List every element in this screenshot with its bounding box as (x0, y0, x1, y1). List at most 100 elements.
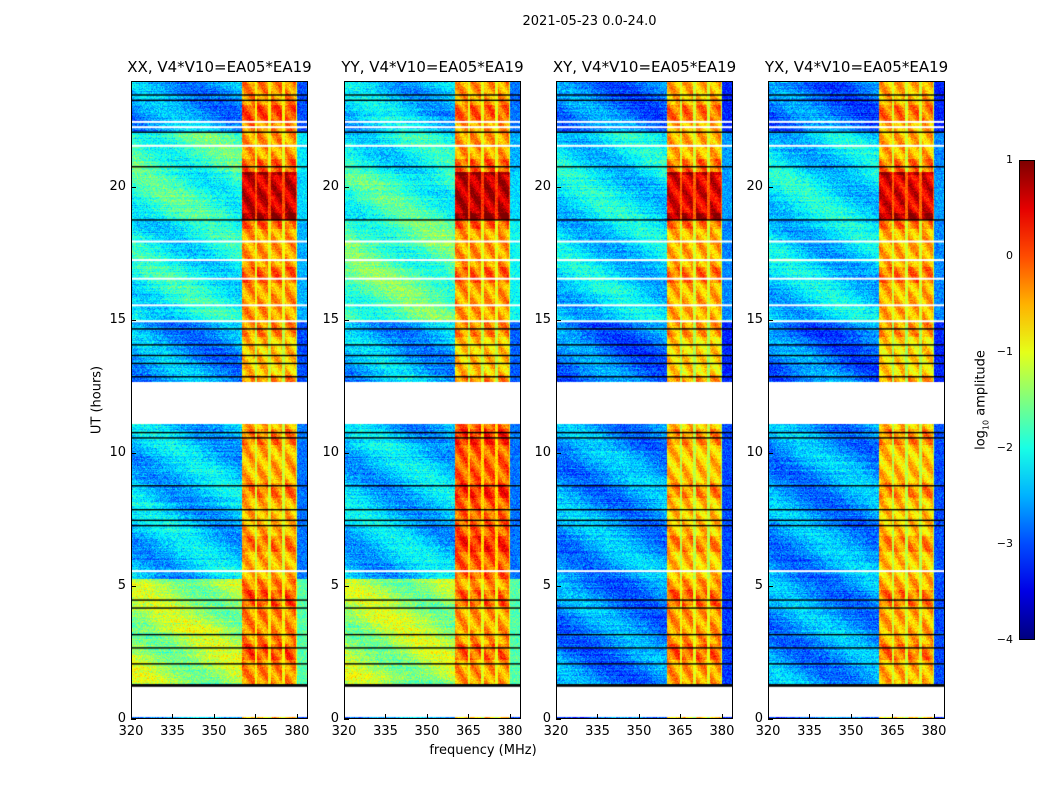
x-tick-label: 350 (626, 724, 652, 739)
x-tick-label: 320 (543, 724, 569, 739)
y-tick-label: 20 (109, 179, 126, 195)
panel-title-0: XX, V4*V10=EA05*EA19 (127, 58, 312, 76)
y-tick-mark (768, 719, 773, 720)
y-tick-mark (131, 453, 136, 455)
x-tick-mark (933, 714, 935, 719)
y-tick-mark (131, 320, 136, 322)
y-tick-label: 5 (542, 578, 551, 594)
heatmap-canvas-2 (557, 82, 732, 718)
y-tick-mark (556, 187, 561, 189)
panel-title-2: XY, V4*V10=EA05*EA19 (552, 58, 737, 76)
x-tick-mark (385, 714, 387, 719)
colorbar-label: log10 amplitude (973, 350, 991, 450)
x-tick-label: 320 (118, 724, 144, 739)
panel-title-1: YY, V4*V10=EA05*EA19 (341, 58, 524, 76)
x-tick-mark (468, 714, 470, 719)
y-tick-mark (344, 719, 349, 720)
y-tick-mark (344, 453, 349, 455)
x-tick-label: 380 (497, 724, 523, 739)
y-tick-label: 15 (109, 312, 126, 328)
x-tick-mark (509, 714, 511, 719)
heatmap-canvas-1 (345, 82, 520, 718)
x-tick-label: 380 (709, 724, 735, 739)
y-tick-label: 10 (534, 445, 551, 461)
colorbar-tick-label: 1 (1006, 153, 1013, 166)
y-tick-label: 15 (746, 312, 763, 328)
y-tick-label: 15 (322, 312, 339, 328)
x-tick-mark (172, 714, 174, 719)
x-tick-label: 335 (797, 724, 822, 739)
x-tick-label: 350 (414, 724, 440, 739)
x-tick-label: 365 (880, 724, 905, 739)
y-tick-label: 10 (109, 445, 126, 461)
x-tick-label: 335 (160, 724, 185, 739)
y-tick-label: 20 (746, 179, 763, 195)
spectrogram-panel-2 (556, 81, 733, 719)
heatmap-canvas-3 (769, 82, 944, 718)
x-tick-label: 365 (243, 724, 268, 739)
y-tick-label: 0 (754, 711, 763, 726)
x-tick-mark (768, 714, 769, 719)
y-axis-label: UT (hours) (89, 365, 105, 435)
x-tick-mark (344, 714, 345, 719)
x-tick-mark (638, 714, 640, 719)
y-tick-label: 0 (330, 711, 339, 726)
colorbar-tick-label: 0 (1006, 249, 1013, 262)
x-tick-mark (721, 714, 723, 719)
x-tick-label: 380 (284, 724, 310, 739)
y-tick-mark (344, 187, 349, 189)
y-tick-label: 10 (322, 445, 339, 461)
y-tick-label: 5 (117, 578, 126, 594)
y-tick-mark (768, 320, 773, 322)
y-tick-mark (556, 453, 561, 455)
y-tick-mark (768, 187, 773, 189)
x-tick-label: 350 (201, 724, 227, 739)
x-tick-mark (556, 714, 557, 719)
y-tick-mark (131, 586, 136, 588)
figure-title: 2021-05-23 0.0-24.0 (522, 14, 657, 29)
y-tick-label: 0 (117, 711, 126, 726)
colorbar-tick-label: −2 (996, 441, 1013, 454)
y-tick-label: 0 (542, 711, 551, 726)
x-tick-label: 335 (585, 724, 610, 739)
spectrogram-panel-3 (768, 81, 945, 719)
y-tick-mark (131, 719, 136, 720)
y-tick-label: 15 (534, 312, 551, 328)
x-tick-label: 365 (668, 724, 693, 739)
x-tick-label: 335 (373, 724, 398, 739)
heatmap-canvas-0 (132, 82, 307, 718)
x-tick-mark (213, 714, 215, 719)
x-axis-label: frequency (MHz) (429, 743, 537, 758)
colorbar (1019, 160, 1035, 640)
colorbar-tick-label: −3 (996, 537, 1013, 550)
y-tick-label: 10 (746, 445, 763, 461)
x-tick-label: 380 (921, 724, 947, 739)
y-tick-mark (131, 187, 136, 189)
x-tick-mark (892, 714, 894, 719)
y-tick-label: 20 (534, 179, 551, 195)
x-tick-mark (296, 714, 298, 719)
x-tick-label: 320 (755, 724, 781, 739)
y-tick-mark (556, 320, 561, 322)
y-tick-label: 20 (322, 179, 339, 195)
colorbar-tick-label: −4 (996, 633, 1013, 646)
spectrogram-panel-0 (131, 81, 308, 719)
panel-title-3: YX, V4*V10=EA05*EA19 (764, 58, 949, 76)
x-tick-mark (255, 714, 257, 719)
x-tick-label: 365 (456, 724, 481, 739)
y-tick-label: 5 (330, 578, 339, 594)
x-tick-mark (597, 714, 599, 719)
x-tick-mark (680, 714, 682, 719)
x-tick-mark (426, 714, 428, 719)
y-tick-mark (768, 453, 773, 455)
y-tick-mark (768, 586, 773, 588)
x-tick-mark (809, 714, 811, 719)
spectrogram-panel-1 (344, 81, 521, 719)
y-tick-mark (344, 320, 349, 322)
x-tick-label: 320 (331, 724, 357, 739)
y-tick-label: 5 (754, 578, 763, 594)
y-tick-mark (556, 719, 561, 720)
x-tick-mark (131, 714, 132, 719)
colorbar-tick-label: −1 (996, 345, 1013, 358)
